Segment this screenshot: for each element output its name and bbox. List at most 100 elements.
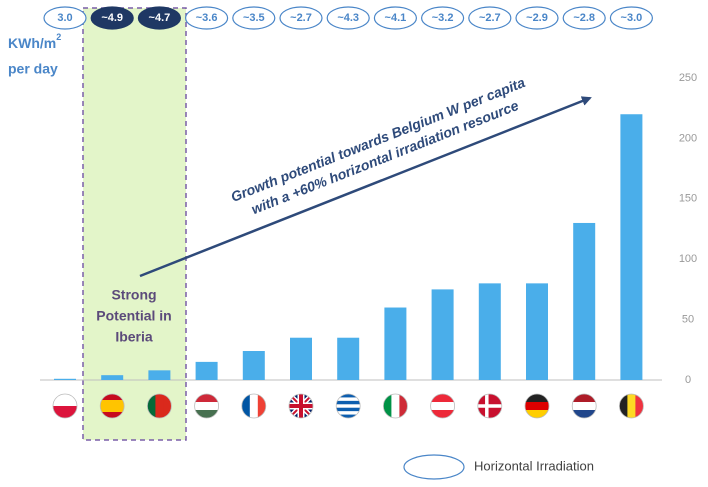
- flag-stripe: [100, 406, 125, 413]
- flag-border: [335, 393, 361, 419]
- bar: [337, 337, 360, 380]
- flag-stripe: [477, 394, 502, 418]
- bar: [478, 283, 501, 380]
- irradiation-label: ~4.9: [101, 12, 123, 24]
- irradiation-badge: [232, 6, 276, 30]
- irradiation-badge: [562, 6, 606, 30]
- flag-stripe: [399, 394, 408, 418]
- flag: [525, 394, 549, 418]
- arrow-annotation: Growth potential towards Belgium W per c…: [228, 74, 527, 217]
- iberia-text: Strong: [111, 287, 156, 303]
- flag: [383, 394, 408, 418]
- flag-border: [288, 393, 314, 419]
- bar: [431, 289, 454, 380]
- flag-stripe: [572, 394, 597, 403]
- irradiation-badge: [90, 6, 134, 30]
- flag-stripe: [336, 414, 361, 418]
- bar: [242, 351, 265, 380]
- flag-stripe: [194, 394, 219, 403]
- irradiation-label: ~3.6: [196, 12, 218, 24]
- flag-stripe: [525, 394, 549, 403]
- irradiation-badge: [279, 6, 323, 30]
- flag-stripe: [336, 411, 361, 416]
- flag-stripe: [249, 394, 259, 418]
- flag-stripe: [336, 400, 361, 405]
- flag-stripe: [619, 394, 628, 418]
- flag-stripe: [241, 394, 251, 418]
- flag-stripe: [430, 402, 455, 411]
- flag-stripe: [336, 394, 361, 398]
- flag-border: [619, 393, 644, 419]
- iberia-text: Iberia: [115, 329, 153, 345]
- flag-stripe: [194, 402, 219, 411]
- flag-stripe: [100, 412, 125, 418]
- flag-border: [477, 393, 503, 419]
- flag-stripe: [289, 394, 313, 418]
- irradiation-badge: [373, 6, 417, 30]
- irradiation-label: ~4.7: [149, 12, 171, 24]
- flag-border: [524, 393, 550, 419]
- y-tick-label: 150: [679, 193, 697, 205]
- flag-border: [99, 393, 125, 419]
- flag-stripe: [430, 394, 455, 403]
- flag-border: [241, 393, 267, 419]
- flag-stripe: [627, 394, 636, 418]
- flag-stripe: [336, 397, 361, 402]
- flag-stripe: [53, 406, 77, 418]
- irradiation-label: 3.0: [57, 12, 72, 24]
- flag: [194, 394, 219, 418]
- flag: [430, 394, 455, 418]
- irradiation-badge: [137, 6, 181, 30]
- irradiation-badge: [515, 6, 559, 30]
- flag-stripe: [163, 394, 172, 418]
- flag-stripe: [257, 394, 266, 418]
- irradiation-badge: [468, 6, 512, 30]
- flag: [147, 394, 172, 418]
- growth-arrow: [139, 96, 592, 278]
- irradiation-badge: [421, 6, 465, 30]
- irradiation-badge: [326, 6, 370, 30]
- irradiation-label: ~3.5: [243, 12, 265, 24]
- irradiation-badge: [185, 6, 229, 30]
- bar: [384, 307, 407, 380]
- bar: [54, 378, 76, 380]
- bar: [148, 370, 171, 380]
- flag-stripe: [572, 410, 597, 418]
- iberia-text: Potential in: [96, 308, 171, 324]
- flag-border: [430, 393, 456, 419]
- flag-stripe: [336, 407, 361, 412]
- flag-border: [382, 393, 408, 419]
- unit-label-2: per day: [8, 61, 58, 77]
- flag: [336, 394, 361, 418]
- y-tick-label: 0: [685, 374, 691, 386]
- y-tick-label: 250: [679, 72, 697, 84]
- bar: [620, 114, 643, 381]
- legend-swatch: [403, 454, 465, 480]
- flag-stripe: [147, 394, 156, 418]
- iberia-highlight: [82, 7, 187, 441]
- irradiation-badge: [43, 6, 87, 30]
- flag-border: [52, 393, 78, 419]
- flag-stripe: [336, 404, 361, 409]
- flag-stripe: [572, 402, 597, 411]
- bar: [573, 222, 596, 380]
- bar: [101, 375, 124, 380]
- irradiation-label: ~3.2: [432, 12, 454, 24]
- flag-stripe: [525, 402, 549, 411]
- unit: KWh/m: [8, 35, 56, 51]
- flag: [477, 394, 502, 418]
- flag-stripe: [100, 400, 125, 407]
- flag-border: [146, 393, 172, 419]
- flag-border: [571, 393, 597, 419]
- bar: [195, 361, 218, 380]
- irradiation-label: ~2.7: [290, 12, 312, 24]
- y-tick-label: 100: [679, 253, 697, 265]
- irradiation-badge: [609, 6, 654, 30]
- irradiation-label: ~2.8: [573, 12, 595, 24]
- flag-stripe: [100, 394, 125, 401]
- legend-label: Horizontal Irradiation: [474, 458, 594, 473]
- flag: [241, 394, 266, 418]
- flag-stripe: [430, 410, 455, 418]
- irradiation-label: ~2.7: [479, 12, 501, 24]
